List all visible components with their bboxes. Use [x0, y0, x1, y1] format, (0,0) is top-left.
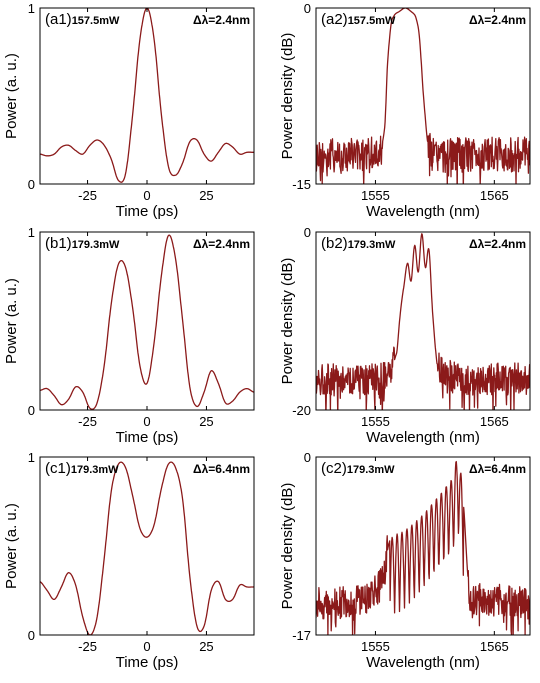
- x-tick-label-a1: 25: [199, 188, 213, 203]
- delta-label-c1: Δλ=6.4nm: [193, 462, 250, 476]
- y-axis-label-c2: Power density (dB): [279, 483, 296, 610]
- power-label-b1: 179.3mW: [72, 239, 120, 251]
- x-tick-label-a2: 1565: [480, 188, 509, 203]
- y-tick-label-a2: -15: [292, 177, 311, 192]
- delta-label-c2: Δλ=6.4nm: [469, 462, 526, 476]
- delta-label-b2: Δλ=2.4nm: [469, 237, 526, 251]
- y-tick-label-a2: 0: [304, 1, 311, 16]
- y-axis-label-a2: Power density (dB): [279, 33, 296, 160]
- panel-id-b2: (b2): [321, 235, 348, 252]
- x-axis-label-b1: Time (ps): [116, 429, 179, 446]
- power-label-c2: 179.3mW: [347, 464, 395, 476]
- y-tick-label-a1: 1: [28, 1, 35, 16]
- x-tick-label-c2: 1565: [480, 639, 509, 654]
- x-tick-label-a1: -25: [78, 188, 97, 203]
- data-line-a1: [40, 8, 254, 183]
- plot-frame-c2: [315, 456, 531, 636]
- power-label-a2: 157.5mW: [348, 15, 396, 27]
- panel-label-b2: (b2)179.3mW: [321, 235, 396, 252]
- chart-panel-b1: -25 0 25 0 1 Time (ps) Power (a. u.) (b1)179.3m…: [3, 225, 255, 446]
- y-tick-label-a1: 0: [28, 177, 35, 192]
- panel-label-c2: (c2)179.3mW: [321, 460, 395, 477]
- x-tick-label-c1: -25: [78, 639, 97, 654]
- y-tick-label-c1: 1: [28, 450, 35, 465]
- y-axis-label-b1: Power (a. u.): [3, 278, 20, 364]
- plot-frame-c1: [39, 456, 255, 636]
- x-tick-label-c2: 1555: [361, 639, 390, 654]
- panel-id-b1: (b1): [45, 235, 72, 252]
- power-label-a1: 157.5mW: [72, 15, 120, 27]
- data-line-c2: [316, 460, 530, 635]
- plot-frame-a1: [39, 7, 255, 185]
- power-label-c1: 179.3mW: [71, 464, 119, 476]
- y-tick-label-b1: 1: [28, 225, 35, 240]
- panel-id-a2: (a2): [321, 11, 348, 28]
- y-axis-label-a1: Power (a. u.): [3, 53, 20, 139]
- x-tick-label-c1: 0: [143, 639, 150, 654]
- x-axis-label-c1: Time (ps): [116, 654, 179, 671]
- x-tick-label-b1: -25: [78, 414, 97, 429]
- x-tick-label-b1: 0: [143, 414, 150, 429]
- delta-label-a1: Δλ=2.4nm: [193, 13, 250, 27]
- y-tick-label-b2: 0: [304, 225, 311, 240]
- delta-label-b1: Δλ=2.4nm: [193, 237, 250, 251]
- x-tick-label-b2: 1555: [361, 414, 390, 429]
- y-tick-label-b2: -20: [292, 403, 311, 418]
- panel-id-a1: (a1): [45, 11, 72, 28]
- panel-label-c1: (c1)179.3mW: [45, 460, 119, 477]
- y-tick-label-c1: 0: [28, 628, 35, 643]
- y-tick-label-b1: 0: [28, 403, 35, 418]
- x-tick-label-a2: 1555: [361, 188, 390, 203]
- x-tick-label-a1: 0: [143, 188, 150, 203]
- x-tick-label-c1: 25: [199, 639, 213, 654]
- chart-panel-a2: 1555 1565 -15 0 Wavelength (nm) Power density…: [279, 1, 531, 220]
- panel-id-c1: (c1): [45, 460, 71, 477]
- plot-frame-b2: [315, 231, 531, 411]
- power-label-b2: 179.3mW: [348, 239, 396, 251]
- x-axis-label-b2: Wavelength (nm): [366, 429, 480, 446]
- panel-label-a2: (a2)157.5mW: [321, 11, 396, 28]
- data-line-c1: [40, 461, 254, 635]
- x-axis-label-c2: Wavelength (nm): [366, 654, 480, 671]
- chart-panel-a1: -25 0 25 0 1 Time (ps) Power (a. u.) (a1)157.5m…: [3, 1, 255, 220]
- panel-id-c2: (c2): [321, 460, 347, 477]
- x-axis-label-a1: Time (ps): [116, 203, 179, 220]
- plot-frame-a2: [315, 7, 531, 185]
- data-line-b1: [40, 234, 254, 410]
- y-axis-label-c1: Power (a. u.): [3, 503, 20, 589]
- panel-label-a1: (a1)157.5mW: [45, 11, 120, 28]
- chart-panel-c1: -25 0 25 0 1 Time (ps) Power (a. u.) (c1)179.3m…: [3, 450, 255, 671]
- y-axis-label-b2: Power density (dB): [279, 258, 296, 385]
- panel-label-b1: (b1)179.3mW: [45, 235, 120, 252]
- y-tick-label-c2: -17: [292, 628, 311, 643]
- data-line-b2: [316, 233, 530, 410]
- x-tick-label-b1: 25: [199, 414, 213, 429]
- x-tick-label-b2: 1565: [480, 414, 509, 429]
- x-axis-label-a2: Wavelength (nm): [366, 203, 480, 220]
- chart-panel-b2: 1555 1565 -20 0 Wavelength (nm) Power density…: [279, 225, 531, 446]
- chart-panel-c2: 1555 1565 -17 0 Wavelength (nm) Power density…: [279, 450, 531, 671]
- data-line-a2: [316, 8, 530, 184]
- delta-label-a2: Δλ=2.4nm: [469, 13, 526, 27]
- y-tick-label-c2: 0: [304, 450, 311, 465]
